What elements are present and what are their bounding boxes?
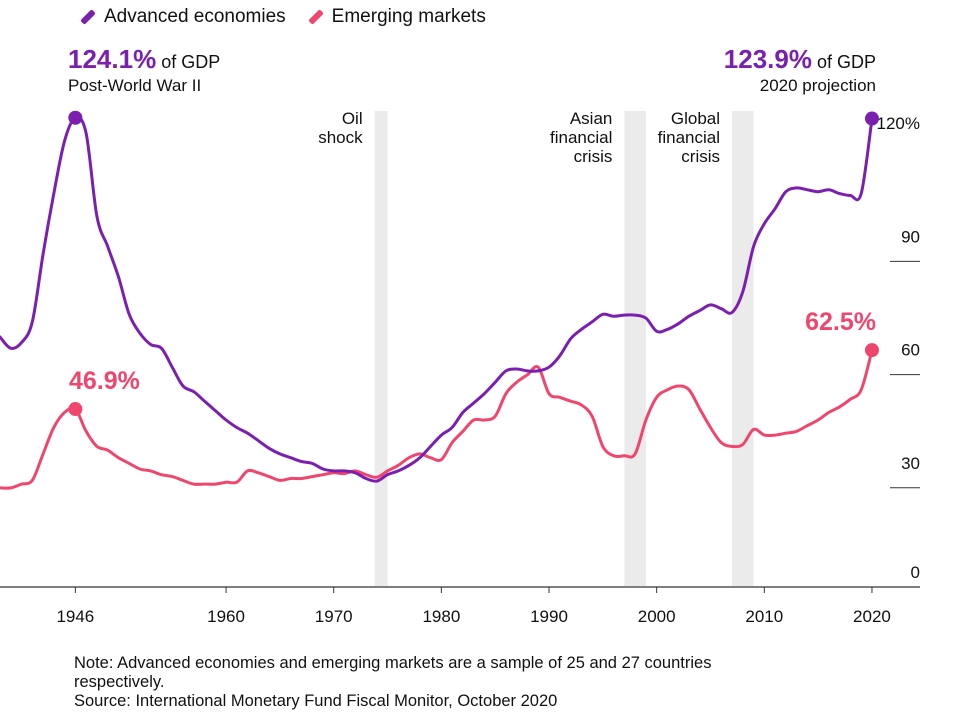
adv-peak-caption: Post-World War II (68, 76, 201, 95)
event-label-line: Global (671, 109, 720, 128)
em-end-value: 62.5% (805, 308, 876, 336)
x-tick-label-1980: 1980 (422, 607, 460, 626)
axis-layer: 0 30 60 90 120% 1946 1960 1970 1980 1990 2000 2010 2… (0, 114, 920, 626)
event-label-line: crisis (574, 147, 613, 166)
chart-legend: Advanced economies Emerging markets (80, 6, 486, 28)
event-label-line: financial (658, 128, 720, 147)
event-label-1: Asian financial crisis (550, 109, 612, 166)
series-line-emerging (0, 348, 874, 490)
adv-peak-annotation: 124.1% of GDP (68, 44, 220, 74)
x-tick-label-1946: 1946 (56, 607, 94, 626)
series-line-advanced (0, 115, 874, 483)
adv-end-value: 123.9% (724, 44, 812, 74)
event-label-line: Oil (342, 109, 363, 128)
event-shade-2 (732, 111, 754, 586)
adv-end-unit: of GDP (812, 52, 876, 72)
em-end-marker (864, 343, 879, 358)
event-label-line: Asian (570, 109, 613, 128)
x-tick-label-2010: 2010 (745, 607, 783, 626)
x-tick-label-1990: 1990 (530, 607, 568, 626)
y-tick-label-60: 60 (901, 341, 920, 360)
em-peak-marker (68, 402, 83, 417)
event-shade-1 (624, 111, 646, 586)
legend-item-emerging: Emerging markets (307, 6, 486, 28)
event-label-0: Oil shock (318, 109, 363, 147)
adv-end-caption: 2020 projection (760, 76, 876, 95)
adv-peak-marker (68, 110, 83, 125)
event-label-2: Global financial crisis (658, 109, 720, 166)
legend-item-advanced: Advanced economies (80, 6, 286, 28)
y-tick-label-120: 120% (877, 114, 920, 133)
adv-end-marker (864, 111, 879, 126)
y-tick-label-90: 90 (901, 227, 920, 246)
adv-peak-unit: of GDP (156, 52, 220, 72)
event-label-line: crisis (681, 147, 720, 166)
annotation-layer: 124.1% of GDP Post-World War II 123.9% o… (68, 44, 876, 395)
grid-layer (890, 260, 920, 489)
note-line-2: respectively. (74, 673, 165, 691)
x-tick-label-1970: 1970 (315, 607, 353, 626)
note-line-1: Note: Advanced economies and emerging ma… (74, 654, 712, 672)
y-tick-label-30: 30 (901, 454, 920, 473)
x-tick-label-1960: 1960 (207, 607, 245, 626)
event-label-line: financial (550, 128, 612, 147)
event-shade-0 (374, 111, 388, 586)
source-line: Source: International Monetary Fund Fisc… (74, 692, 558, 710)
series-layer (0, 110, 879, 490)
adv-peak-value: 124.1% (68, 44, 156, 74)
x-tick-label-2000: 2000 (638, 607, 676, 626)
legend-label-emerging: Emerging markets (331, 6, 486, 27)
event-label-line: shock (318, 128, 363, 147)
legend-label-advanced: Advanced economies (104, 6, 286, 27)
adv-end-annotation: 123.9% of GDP (724, 44, 876, 74)
y-tick-label-0: 0 (911, 563, 920, 582)
chart-note: Note: Advanced economies and emerging ma… (74, 654, 834, 711)
em-peak-value: 46.9% (69, 367, 140, 395)
x-tick-label-2020: 2020 (853, 607, 891, 626)
